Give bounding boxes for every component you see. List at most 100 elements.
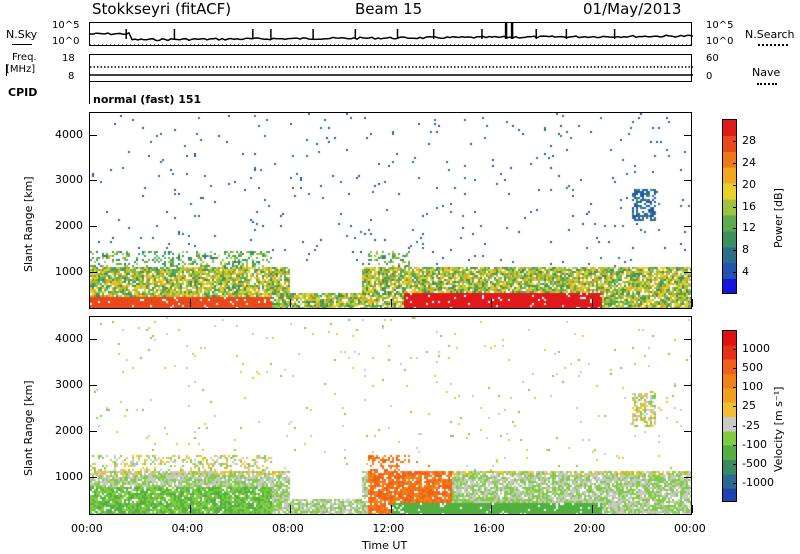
velocity-ylabel: Slant Range [km]	[22, 380, 35, 476]
x-tick-label: 12:00	[372, 522, 405, 535]
power-ytick-mark-right	[684, 134, 692, 136]
x-tick-mark	[390, 505, 392, 513]
freq-panel	[89, 54, 693, 82]
velocity-colorbar-label: Velocity [m s⁻¹]	[772, 386, 785, 472]
cpid-text: normal (fast) 151	[93, 93, 202, 106]
nave-label: Nave	[752, 66, 781, 79]
cpid-label: CPID	[8, 86, 38, 99]
power-ytick-mark	[89, 226, 97, 227]
cpid-tick	[89, 82, 90, 104]
nsearch-dotted-line	[758, 44, 788, 46]
power-ytick-label: 2000	[55, 219, 83, 232]
station-title: Stokkseyri (fitACF)	[92, 0, 232, 18]
freq-left-tick-bottom: 8	[68, 71, 75, 82]
x-tick-mark	[390, 299, 392, 307]
velocity-cbar-tickmark	[733, 425, 737, 427]
power-ytick-mark	[89, 134, 97, 136]
power-cbar-tickmark	[733, 272, 737, 274]
power-cbar-tick: 24	[742, 155, 756, 169]
x-tick-mark	[491, 505, 492, 513]
x-tick-mark	[491, 299, 492, 307]
velocity-cbar-tick: -25	[742, 418, 760, 432]
nsky-left-tick-top: 10^5	[52, 20, 80, 31]
power-ytick-mark	[89, 271, 97, 273]
nave-right-tick-top: 60	[706, 53, 719, 64]
power-cbar-tick: 16	[742, 199, 756, 213]
nave-dotted-line	[757, 83, 777, 85]
power-cbar-tick: 4	[742, 265, 749, 279]
x-tick-mark	[89, 299, 90, 307]
power-cbar-tickmark	[733, 184, 737, 186]
velocity-ytick-label: 1000	[55, 470, 83, 484]
power-colorbar-label: Power [dB]	[772, 188, 785, 248]
velocity-ytick-mark	[89, 477, 97, 479]
power-ytick-mark-right	[684, 271, 692, 273]
x-tick-mark	[591, 299, 593, 307]
x-tick-mark	[189, 505, 191, 513]
x-tick-mark	[692, 299, 693, 307]
power-cbar-tick: 8	[742, 243, 749, 257]
power-cbar-tickmark	[733, 228, 737, 230]
freq-label-line2: [MHz]	[6, 64, 36, 75]
velocity-ytick-mark	[89, 385, 97, 387]
nsky-label: N.Sky	[6, 28, 38, 41]
x-tick-mark	[290, 299, 291, 307]
velocity-ytick-label: 3000	[55, 378, 83, 392]
date-title: 01/May/2013	[583, 0, 682, 18]
freq-label-line1: Freq.	[12, 52, 37, 63]
velocity-cbar-tick: 1000	[742, 342, 770, 356]
power-cbar-tickmark	[733, 206, 737, 208]
velocity-ytick-mark	[89, 339, 97, 341]
velocity-cbar-tick: -1000	[742, 475, 774, 489]
power-ytick-label: 1000	[55, 264, 83, 278]
freq-left-tick-top: 18	[62, 53, 75, 64]
nsky-left-tick-bottom: 10^0	[52, 36, 80, 47]
nave-right-tick-bottom: 0	[706, 71, 713, 82]
velocity-ytick-mark-right	[684, 385, 692, 387]
x-tick-mark	[89, 505, 90, 513]
power-heatmap	[90, 113, 691, 308]
x-tick-mark	[290, 505, 291, 513]
x-tick-label: 08:00	[272, 522, 304, 535]
velocity-cbar-tick: 100	[742, 380, 763, 394]
velocity-ytick-mark-right	[684, 477, 692, 479]
x-tick-mark	[591, 505, 593, 513]
velocity-ytick-mark-right	[684, 431, 692, 433]
power-ytick-label: 4000	[55, 127, 83, 141]
x-tick-mark	[692, 505, 693, 513]
velocity-ytick-label: 4000	[55, 332, 83, 346]
velocity-colorbar	[722, 330, 737, 502]
power-ytick-mark	[89, 180, 97, 182]
nsky-label-underline	[12, 44, 32, 45]
x-tick-label: 16:00	[473, 522, 505, 535]
power-ytick-label: 3000	[55, 173, 83, 187]
power-cbar-tickmark	[733, 162, 737, 164]
velocity-cbar-tickmark	[733, 444, 737, 446]
velocity-cbar-tickmark	[733, 406, 737, 408]
power-cbar-tick: 20	[742, 177, 756, 191]
nsky-right-tick-bottom: 10^0	[706, 36, 734, 47]
x-tick-label: 20:00	[573, 522, 606, 535]
power-cbar-tickmark	[733, 250, 737, 252]
velocity-cbar-tickmark	[733, 482, 737, 484]
velocity-cbar-tickmark	[733, 368, 737, 370]
x-tick-label: 00:00	[71, 522, 103, 535]
velocity-cbar-tickmark	[733, 349, 737, 351]
power-cbar-tickmark	[733, 140, 737, 142]
power-cbar-tick: 12	[742, 221, 756, 235]
nsky-trace	[90, 23, 693, 46]
x-tick-label: 00:00	[674, 522, 706, 535]
velocity-cbar-tick: 500	[742, 361, 763, 375]
velocity-cbar-tickmark	[733, 463, 737, 465]
velocity-cbar-tick: -100	[742, 437, 767, 451]
velocity-cbar-tick: 25	[742, 399, 756, 413]
velocity-heatmap	[90, 317, 691, 514]
freq-trace	[90, 66, 693, 76]
nsky-panel	[89, 22, 693, 46]
velocity-ytick-mark	[89, 431, 97, 433]
velocity-ytick-label: 2000	[55, 424, 83, 438]
x-tick-mark	[189, 299, 191, 307]
velocity-plot	[89, 316, 692, 515]
nsearch-label: N.Search	[745, 28, 795, 41]
velocity-cbar-tick: -500	[742, 456, 767, 470]
